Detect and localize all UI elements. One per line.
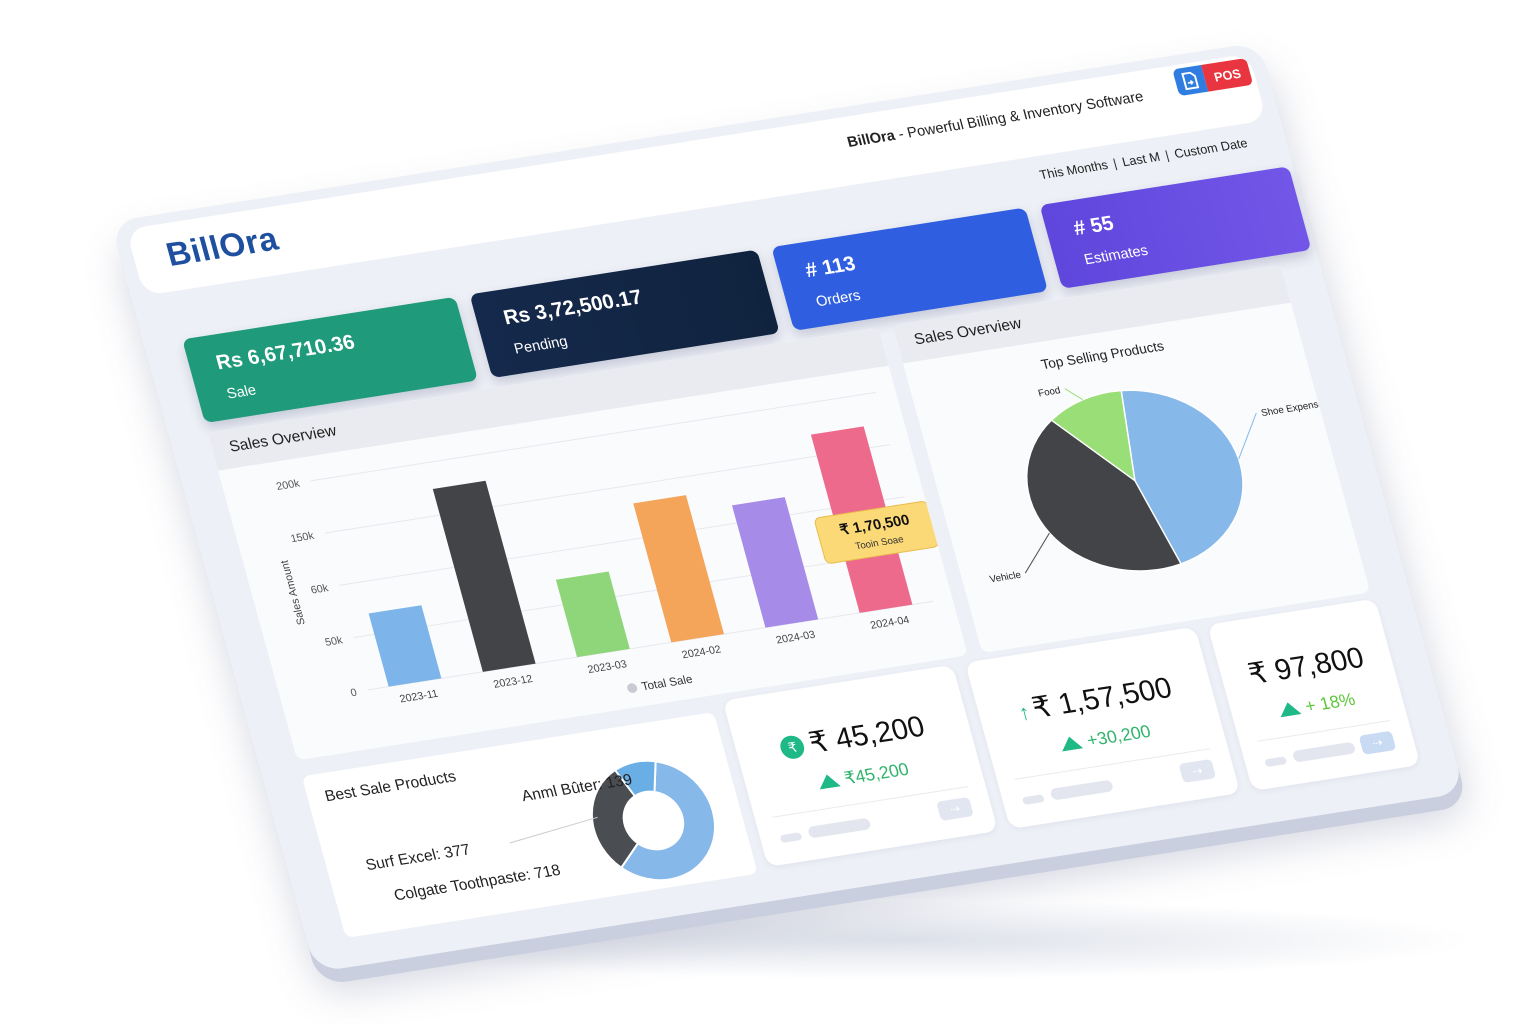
y-axis-label: Sales Amount xyxy=(279,559,308,625)
stat-label: Estimates xyxy=(1082,242,1150,269)
filter-custom-date[interactable]: Custom Date xyxy=(1172,135,1250,162)
bar xyxy=(432,480,536,672)
document-icon xyxy=(1181,71,1200,91)
dashboard: BillOra BillOra - Powerful Billing & Inv… xyxy=(110,42,1465,973)
sales-overview-panel: Sales Overview 0 50k 60k 150k 200k Sales Amou… xyxy=(207,327,968,761)
gridline xyxy=(367,600,934,691)
bar-chart: 0 50k 60k 150k 200k Sales Amount 2023-11 2023-1… xyxy=(275,391,939,706)
x-tick-label: 2024-03 xyxy=(775,629,817,647)
skeleton xyxy=(779,832,803,844)
x-tick-label: 2024-04 xyxy=(869,614,911,632)
leader-line xyxy=(509,816,598,844)
delta-text: +30,200 xyxy=(1084,721,1153,751)
arrow-right-icon[interactable]: ⇢ xyxy=(1178,758,1217,784)
legend-marker xyxy=(627,683,638,693)
amount-text: ₹ 97,800 xyxy=(1244,641,1368,691)
y-tick-label: 50k xyxy=(324,634,345,648)
skeleton xyxy=(1264,756,1288,768)
donut-label: Surf Excel: 377 xyxy=(364,841,472,874)
y-tick-label: 60k xyxy=(309,582,330,596)
leader-line xyxy=(1064,388,1083,401)
donut-slice xyxy=(613,759,657,798)
amount-text: ₹ 45,200 xyxy=(805,710,929,760)
gridline xyxy=(353,548,919,639)
leader-line xyxy=(1024,532,1050,574)
skeleton xyxy=(1049,779,1114,801)
bar xyxy=(731,497,819,628)
amount-text: ₹ 1,57,500 xyxy=(1028,671,1176,725)
bar xyxy=(368,605,442,687)
trend-icon xyxy=(815,772,841,790)
pos-group: POS xyxy=(1172,57,1254,97)
pie-chart: Top Selling Products Shoe Expenses Vehicle… xyxy=(989,338,1331,586)
arrow-right-icon[interactable]: ⇢ xyxy=(1358,730,1397,755)
stat-label: Orders xyxy=(814,287,863,311)
skeleton xyxy=(1291,741,1357,763)
stat-label: Sale xyxy=(224,381,259,403)
filter-this-months[interactable]: This Months xyxy=(1037,157,1110,183)
leader-line xyxy=(1238,412,1257,460)
gridline xyxy=(339,496,905,586)
skeleton xyxy=(807,817,872,839)
filter-last-month[interactable]: Last M xyxy=(1120,149,1162,170)
trend-icon xyxy=(1058,734,1084,752)
summary-card: ↑₹ 1,57,500 +30,200 ⇢ xyxy=(964,626,1241,829)
gridline xyxy=(324,444,891,534)
summary-card: ₹ ₹ 45,200 ₹45,200 ⇢ xyxy=(722,664,998,867)
rupee-circle-icon: ₹ xyxy=(778,733,808,761)
chart-title: Top Selling Products xyxy=(1039,338,1165,372)
x-tick-label: 2023-03 xyxy=(586,658,628,676)
y-tick-label: 150k xyxy=(289,530,316,545)
x-tick-label: 2023-12 xyxy=(492,673,534,691)
delta-text: ₹45,200 xyxy=(841,759,911,789)
x-tick-label: 2023-11 xyxy=(398,688,439,706)
delta-text: + 18% xyxy=(1302,689,1358,717)
x-tick-label: 2024-02 xyxy=(681,644,723,662)
donut-label: Colgate Toothpaste: 718 xyxy=(392,862,563,905)
pie-label: Food xyxy=(1037,385,1062,399)
legend-label: Total Sale xyxy=(640,673,694,694)
stat-value: Rs 6,67,710.36 xyxy=(213,330,358,375)
donut-slice xyxy=(590,768,640,870)
top-selling-panel: Sales Overview Top Selling Products Shoe … xyxy=(892,264,1371,654)
pie-label: Shoe Expenses xyxy=(1260,398,1330,419)
stat-value: Rs 3,72,500.17 xyxy=(501,285,645,330)
donut-slice xyxy=(619,760,716,882)
arrow-right-icon[interactable]: ⇢ xyxy=(936,796,974,821)
best-sale-panel: Best Sale Products Colgate Toothpaste: 7… xyxy=(301,712,758,938)
y-tick-label: 0 xyxy=(349,687,358,700)
gridline xyxy=(310,391,877,482)
y-tick-label: 200k xyxy=(275,478,302,493)
bar xyxy=(633,495,725,643)
document-button[interactable] xyxy=(1172,65,1209,97)
summary-card: ₹ 97,800 + 18% ⇢ xyxy=(1207,598,1421,792)
trend-icon xyxy=(1276,700,1302,718)
skeleton xyxy=(1021,794,1045,806)
pie-label: Vehicle xyxy=(989,570,1023,586)
stat-value: # 113 xyxy=(802,252,859,282)
bar xyxy=(555,571,630,658)
stat-value: # 55 xyxy=(1071,212,1117,240)
stat-label: Pending xyxy=(512,333,570,358)
